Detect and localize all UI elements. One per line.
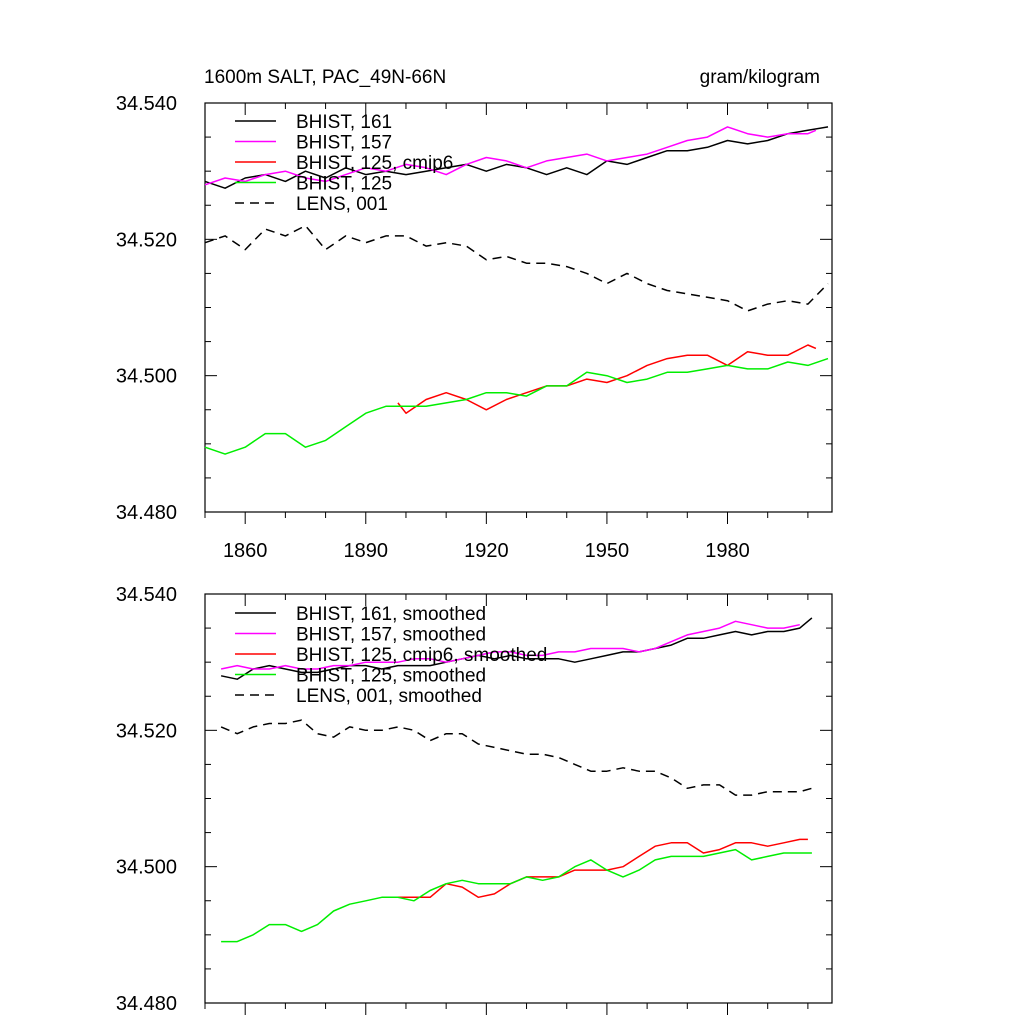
legend-label: BHIST, 161, smoothed xyxy=(296,604,486,625)
series-line-4 xyxy=(204,357,829,455)
series-line-1 xyxy=(204,126,829,189)
panel-bottom: 34.480 34.500 34.520 34.540 BHIST, 161, smoo… xyxy=(116,584,833,1015)
y-tick-label: 34.480 xyxy=(116,502,177,524)
panel-top: 34.480 34.500 34.520 34.540 1860 1890 1920 1950… xyxy=(116,93,833,562)
series-line-3 xyxy=(397,344,817,414)
y-tick-label: 34.500 xyxy=(116,857,177,879)
legend-label: BHIST, 157 xyxy=(296,133,392,154)
x-tick-label: 1890 xyxy=(344,540,389,562)
legend-label: BHIST, 157, smoothed xyxy=(296,625,486,646)
series-line-4 xyxy=(221,848,812,943)
x-tick-label: 1980 xyxy=(705,540,750,562)
legend-label: LENS, 001 xyxy=(296,194,388,215)
y-tick-label: 34.540 xyxy=(116,93,177,115)
x-tick-label: 1860 xyxy=(223,540,268,562)
unit-label: gram/kilogram xyxy=(700,67,820,88)
y-tick-label: 34.500 xyxy=(116,366,177,388)
series-line-2 xyxy=(220,620,800,670)
chart-title: 1600m SALT, PAC_49N-66N xyxy=(204,67,446,88)
y-tick-label: 34.480 xyxy=(116,993,177,1015)
legend-label: BHIST, 125, smoothed xyxy=(296,666,486,687)
series-line-2 xyxy=(204,126,817,186)
legend-label: BHIST, 161 xyxy=(296,112,392,133)
legend-label: BHIST, 125, cmip6, smoothed xyxy=(296,645,547,666)
y-tick-label: 34.540 xyxy=(116,584,177,606)
legend-label: BHIST, 125 xyxy=(296,174,392,195)
x-tick-label: 1950 xyxy=(585,540,630,562)
x-tick-label: 1920 xyxy=(464,540,509,562)
series-line-5 xyxy=(220,719,813,796)
legend-label: LENS, 001, smoothed xyxy=(296,686,482,707)
legend-label: BHIST, 125, cmip6 xyxy=(296,153,453,174)
series-line-1 xyxy=(220,617,813,680)
y-tick-label: 34.520 xyxy=(116,720,177,742)
y-tick-label: 34.520 xyxy=(116,229,177,251)
series-line-5 xyxy=(204,224,829,312)
